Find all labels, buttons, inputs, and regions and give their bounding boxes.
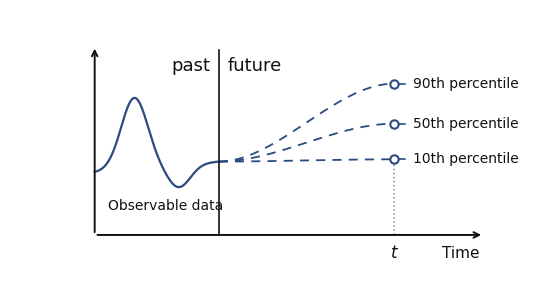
Text: Observable data: Observable data: [108, 199, 223, 213]
Text: Time: Time: [442, 246, 480, 261]
Text: 50th percentile: 50th percentile: [413, 117, 519, 131]
Text: 90th percentile: 90th percentile: [413, 77, 519, 91]
Text: t: t: [391, 244, 397, 262]
Text: past: past: [171, 57, 210, 75]
Text: future: future: [227, 57, 282, 75]
Text: 10th percentile: 10th percentile: [413, 152, 519, 166]
